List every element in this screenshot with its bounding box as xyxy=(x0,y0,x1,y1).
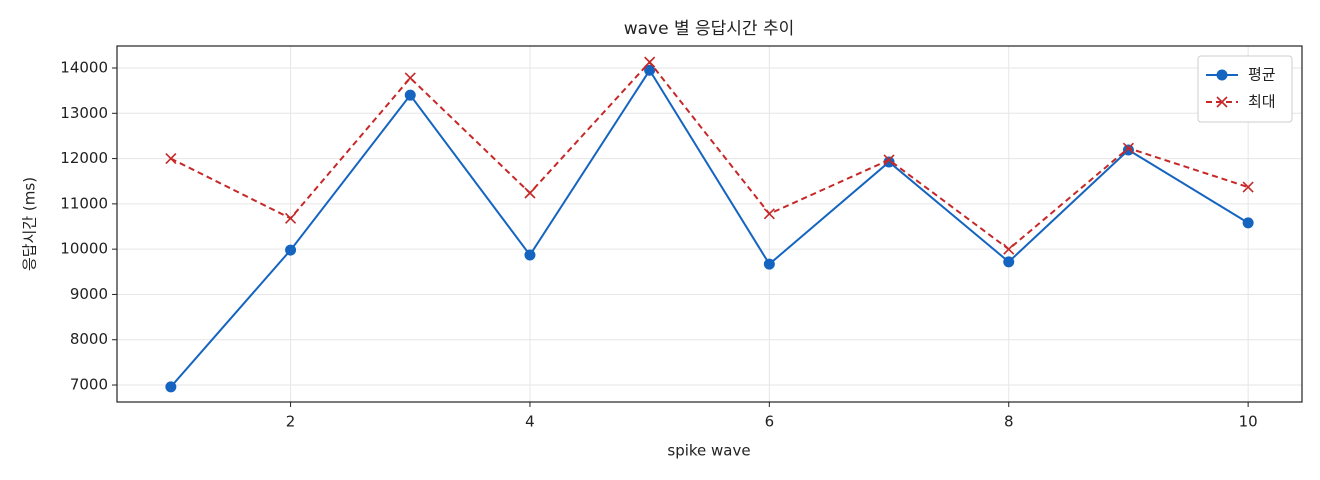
y-tick-label: 10000 xyxy=(60,240,108,258)
point xyxy=(644,64,656,76)
point xyxy=(1003,243,1015,255)
point xyxy=(763,208,775,220)
x-tick-label: 6 xyxy=(765,413,775,431)
y-tick-label: 9000 xyxy=(70,285,108,303)
point xyxy=(883,154,895,166)
x-axis-label: spike wave xyxy=(667,442,750,460)
point xyxy=(165,381,177,393)
plot-frame xyxy=(116,45,1303,403)
x-tick-label: 4 xyxy=(525,413,535,431)
legend-marker xyxy=(1216,96,1228,108)
point xyxy=(644,56,656,68)
x-tick-label: 2 xyxy=(286,413,296,431)
x-tick-label: 8 xyxy=(1004,413,1014,431)
point xyxy=(1122,142,1135,154)
legend-marker xyxy=(1216,69,1228,81)
point xyxy=(883,156,895,168)
y-tick-label: 7000 xyxy=(70,376,108,394)
y-tick-label: 13000 xyxy=(60,104,108,122)
y-tick-label: 12000 xyxy=(60,149,108,167)
chart-title: wave 별 응답시간 추이 xyxy=(624,19,795,39)
point xyxy=(1122,144,1134,156)
point xyxy=(524,249,536,261)
point xyxy=(763,258,775,270)
legend-label: 평균 xyxy=(1248,66,1276,84)
point xyxy=(1242,217,1254,229)
point xyxy=(404,72,416,84)
y-tick-label: 11000 xyxy=(60,194,108,212)
legend-label: 최대 xyxy=(1248,93,1276,111)
legend-frame xyxy=(1197,55,1293,123)
y-tick-label: 14000 xyxy=(60,59,108,77)
point xyxy=(524,187,536,199)
point xyxy=(285,244,297,256)
y-tick-label: 8000 xyxy=(70,330,108,348)
point xyxy=(284,212,297,224)
x-tick-label: 10 xyxy=(1239,413,1258,431)
series-line xyxy=(170,68,1249,388)
point xyxy=(165,153,177,165)
series-line xyxy=(170,60,1249,251)
point xyxy=(1242,181,1254,193)
y-axis-label: 응답시간 (ms) xyxy=(21,177,39,271)
point xyxy=(404,89,416,101)
point xyxy=(1003,256,1015,268)
